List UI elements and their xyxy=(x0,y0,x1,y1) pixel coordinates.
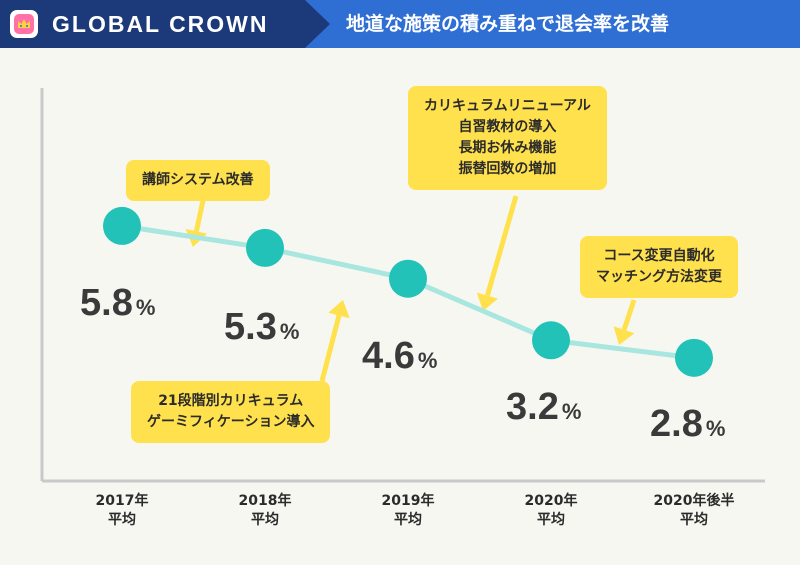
data-point xyxy=(246,228,284,267)
x-tick-label: 2018年 平均 xyxy=(205,492,325,530)
annotation-line: 講師システム改善 xyxy=(142,172,254,188)
annotation-curriculum-gamification: 21段階別カリキュラム ゲーミフィケーション導入 xyxy=(131,381,331,443)
data-label-value: 2.8 xyxy=(650,403,703,445)
x-tick-line: 平均 xyxy=(394,512,422,528)
data-label-value: 5.8 xyxy=(80,282,133,324)
data-label-unit: % xyxy=(417,348,438,373)
x-tick-line: 平均 xyxy=(251,512,279,528)
annotation-course-change: コース変更自動化 マッチング方法変更 xyxy=(580,236,738,298)
page-headline: 地道な施策の積み重ねで退会率を改善 xyxy=(346,13,670,35)
brand-name: GLOBAL CROWN xyxy=(52,10,269,37)
crown-icon xyxy=(10,10,38,38)
arrow-shaft xyxy=(319,314,342,382)
annotation-teacher-system: 講師システム改善 xyxy=(126,160,270,201)
x-tick-line: 2018年 xyxy=(238,493,292,509)
x-tick-label: 2017年 平均 xyxy=(62,492,182,530)
data-point xyxy=(675,338,713,377)
data-label-unit: % xyxy=(279,319,300,344)
annotation-line: 振替回数の増加 xyxy=(458,161,557,177)
data-label-unit: % xyxy=(561,399,582,424)
x-tick-line: 2020年 xyxy=(524,493,578,509)
data-points xyxy=(103,206,713,377)
arrow-shaft xyxy=(193,195,207,232)
annotation-line: 長期お休み機能 xyxy=(458,140,557,156)
data-label: 5.8% xyxy=(80,282,155,325)
arrow-head xyxy=(328,300,350,319)
x-tick-line: 2020年後半 xyxy=(653,493,735,509)
x-tick-line: 平均 xyxy=(108,512,136,528)
annotation-line: カリキュラムリニューアル xyxy=(424,98,591,114)
data-label: 5.3% xyxy=(224,306,299,349)
data-point xyxy=(389,259,427,298)
data-point xyxy=(103,206,141,245)
x-tick-label: 2019年 平均 xyxy=(348,492,468,530)
annotation-curriculum-renewal: カリキュラムリニューアル 自習教材の導入 長期お休み機能 振替回数の増加 xyxy=(408,86,607,190)
chart-axes xyxy=(40,88,765,483)
x-tick-label: 2020年 平均 xyxy=(491,492,611,530)
data-label-value: 3.2 xyxy=(506,386,559,428)
data-label: 3.2% xyxy=(506,386,581,429)
annotation-line: 自習教材の導入 xyxy=(458,119,557,135)
arrow-shaft xyxy=(621,299,637,331)
annotation-arrow xyxy=(613,299,637,345)
annotation-line: コース変更自動化 xyxy=(603,248,715,264)
data-label-value: 4.6 xyxy=(362,335,415,377)
annotation-arrow xyxy=(319,300,350,382)
brand-banner: GLOBAL CROWN xyxy=(0,0,330,48)
x-tick-label: 2020年後半 平均 xyxy=(634,492,754,530)
data-label: 4.6% xyxy=(362,335,437,378)
x-tick-line: 2017年 xyxy=(95,493,149,509)
annotation-line: ゲーミフィケーション導入 xyxy=(147,414,315,430)
x-tick-line: 平均 xyxy=(680,512,708,528)
annotation-line: 21段階別カリキュラム xyxy=(158,393,304,409)
x-tick-line: 平均 xyxy=(537,512,565,528)
x-tick-line: 2019年 xyxy=(381,493,435,509)
arrow-head xyxy=(476,292,498,311)
arrow-head xyxy=(613,326,635,345)
data-label: 2.8% xyxy=(650,403,725,446)
annotation-line: マッチング方法変更 xyxy=(596,269,722,285)
data-label-unit: % xyxy=(135,295,156,320)
data-label-unit: % xyxy=(705,416,726,441)
annotation-arrow xyxy=(476,195,519,311)
data-point xyxy=(532,321,570,360)
header-bar: GLOBAL CROWN 地道な施策の積み重ねで退会率を改善 xyxy=(0,0,800,48)
arrow-shaft xyxy=(485,195,519,297)
data-label-value: 5.3 xyxy=(224,306,277,348)
